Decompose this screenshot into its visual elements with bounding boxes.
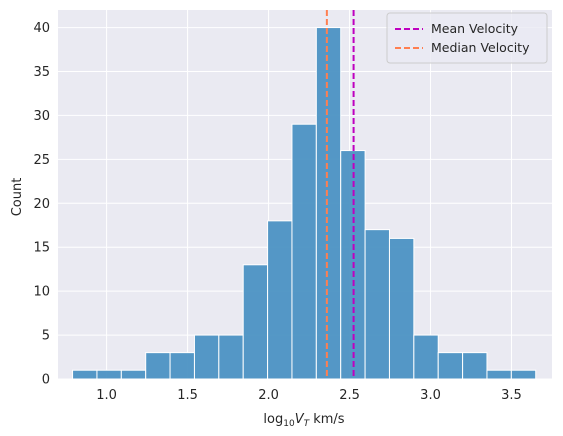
legend-mean-label: Mean Velocity xyxy=(431,21,519,36)
x-tick-label: 2.0 xyxy=(258,388,279,403)
x-tick-label: 1.0 xyxy=(96,388,117,403)
x-axis-label: log10VT km/s xyxy=(263,412,344,429)
y-tick-label: 25 xyxy=(33,153,50,168)
x-axis-label-variable: V xyxy=(295,412,305,427)
legend: Mean Velocity Median Velocity xyxy=(386,12,548,64)
histogram-bar xyxy=(413,334,439,380)
histogram-bar xyxy=(486,369,512,380)
y-tick-label: 40 xyxy=(33,21,50,36)
y-tick-label: 5 xyxy=(42,329,50,344)
x-tick-label: 1.5 xyxy=(177,388,198,403)
y-tick-labels: 0 5 10 15 20 25 30 35 40 xyxy=(33,21,50,387)
x-tick-label: 3.0 xyxy=(420,388,441,403)
histogram-bar xyxy=(388,237,415,380)
histogram-bar xyxy=(72,369,98,380)
histogram-bars xyxy=(72,27,537,380)
y-axis-label: Count xyxy=(10,178,25,217)
histogram-bar xyxy=(291,123,317,380)
x-axis-label-variable-subscript: T xyxy=(304,419,311,429)
histogram-bar xyxy=(242,264,269,380)
x-tick-label: 2.5 xyxy=(339,388,360,403)
legend-median-label: Median Velocity xyxy=(431,40,530,55)
histogram-bar xyxy=(96,369,122,380)
x-axis-label-unit: km/s xyxy=(309,412,345,427)
histogram-bar xyxy=(510,369,537,380)
x-tick-label: 3.5 xyxy=(501,388,522,403)
legend-box xyxy=(386,12,548,64)
y-tick-label: 30 xyxy=(33,109,50,124)
y-tick-label: 20 xyxy=(33,197,50,212)
reference-lines xyxy=(325,10,355,379)
histogram-bar xyxy=(315,27,342,380)
x-axis-label-log-base: 10 xyxy=(283,419,295,429)
y-tick-label: 0 xyxy=(42,373,50,388)
y-tick-label: 35 xyxy=(33,65,50,80)
x-tick-labels: 1.0 1.5 2.0 2.5 3.0 3.5 xyxy=(96,388,522,403)
histogram-bar xyxy=(437,352,464,380)
y-tick-label: 10 xyxy=(33,285,50,300)
histogram-bar xyxy=(364,229,390,380)
histogram-bar xyxy=(145,352,171,380)
x-axis-label-prefix: log xyxy=(263,412,283,427)
y-tick-label: 15 xyxy=(33,241,50,256)
histogram-bar xyxy=(267,220,293,380)
histogram-bar xyxy=(218,334,244,380)
histogram-bar xyxy=(193,334,220,380)
histogram-bar xyxy=(462,352,488,380)
histogram-bar xyxy=(169,352,195,380)
histogram-bar xyxy=(120,369,147,380)
